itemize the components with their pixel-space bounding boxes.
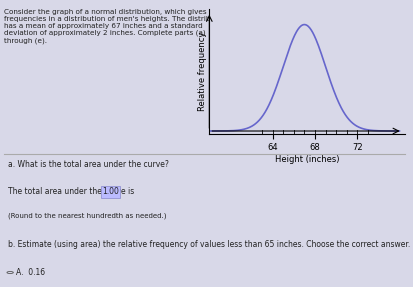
Text: a. What is the total area under the curve?: a. What is the total area under the curv…	[8, 160, 169, 169]
Text: (Round to the nearest hundredth as needed.): (Round to the nearest hundredth as neede…	[8, 212, 166, 219]
Text: Consider the graph of a normal distribution, which gives relative
frequencies in: Consider the graph of a normal distribut…	[4, 9, 236, 44]
Text: 1.00: 1.00	[102, 187, 119, 197]
Text: A.  0.16: A. 0.16	[16, 267, 45, 276]
X-axis label: Height (inches): Height (inches)	[275, 155, 339, 164]
Text: The total area under the curve is: The total area under the curve is	[8, 187, 137, 197]
Text: b. Estimate (using area) the relative frequency of values less than 65 inches. C: b. Estimate (using area) the relative fr…	[8, 240, 411, 249]
Y-axis label: Relative frequency: Relative frequency	[197, 32, 206, 111]
